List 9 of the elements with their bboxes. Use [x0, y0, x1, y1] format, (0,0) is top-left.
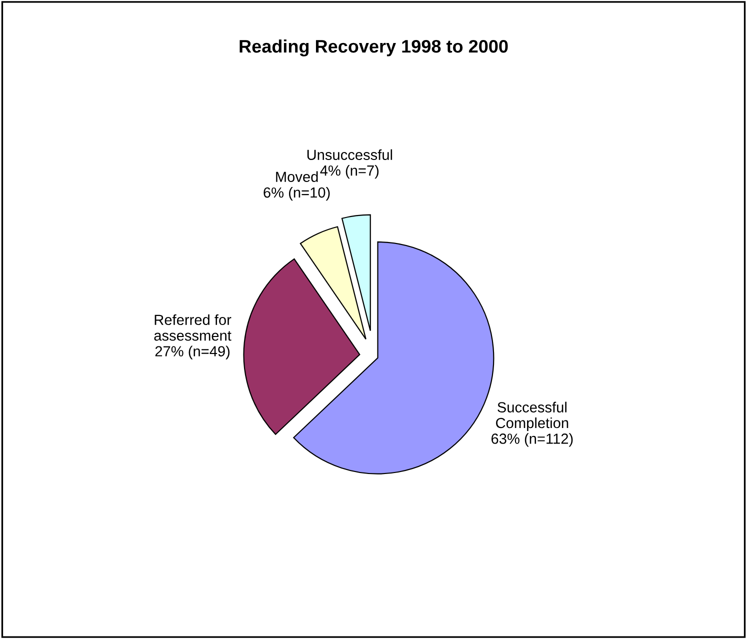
data-label: 4% (n=7) [320, 165, 379, 179]
data-label: 6% (n=10) [264, 186, 330, 201]
slice-label: Moved [276, 171, 318, 182]
chart-title: Reading Recovery 1998 to 2000 [240, 39, 508, 56]
slice-label: Unsuccessful [307, 149, 392, 160]
slice-label: Successful Completion [496, 402, 568, 432]
data-label: 63% (n=112) [492, 433, 573, 447]
data-label: 27% (n=49) [155, 346, 230, 360]
slice-label: Referred for assessment [154, 314, 232, 341]
